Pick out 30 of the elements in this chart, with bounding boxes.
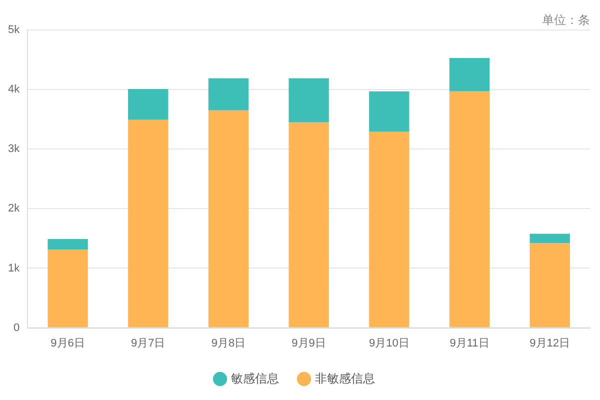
text: 单位：条 [542,12,590,29]
x-tick-label: 9月6日 [50,337,85,350]
bar [449,58,490,92]
bar [369,132,410,328]
bar [530,243,570,328]
bar [48,239,88,250]
bar [369,91,410,132]
x-tick-label: 9月9日 [292,337,326,350]
bar [288,78,329,122]
x-tick-label: 9月11日 [450,337,490,350]
bar [449,91,490,328]
legend-label: 敏感信息 [231,371,279,386]
y-tick-label: 3k [8,143,20,156]
x-tick-label: 9月7日 [131,337,166,350]
x-tick-label: 9月8日 [211,337,246,350]
bar [288,122,329,328]
y-tick-label: 0 [13,322,20,334]
y-tick-label: 5k [8,24,20,36]
bar [128,88,168,120]
y-tick-label: 4k [8,84,20,96]
x-tick-label: 9月12日 [530,337,570,350]
legend-label: 非敏感信息 [315,371,375,386]
bar [208,78,249,110]
bar [530,234,570,244]
bar [208,110,249,328]
bar [48,250,88,328]
y-tick-label: 2k [8,202,20,215]
bar [128,120,168,328]
x-tick-label: 9月10日 [368,337,410,350]
y-tick-label: 1k [8,262,20,274]
